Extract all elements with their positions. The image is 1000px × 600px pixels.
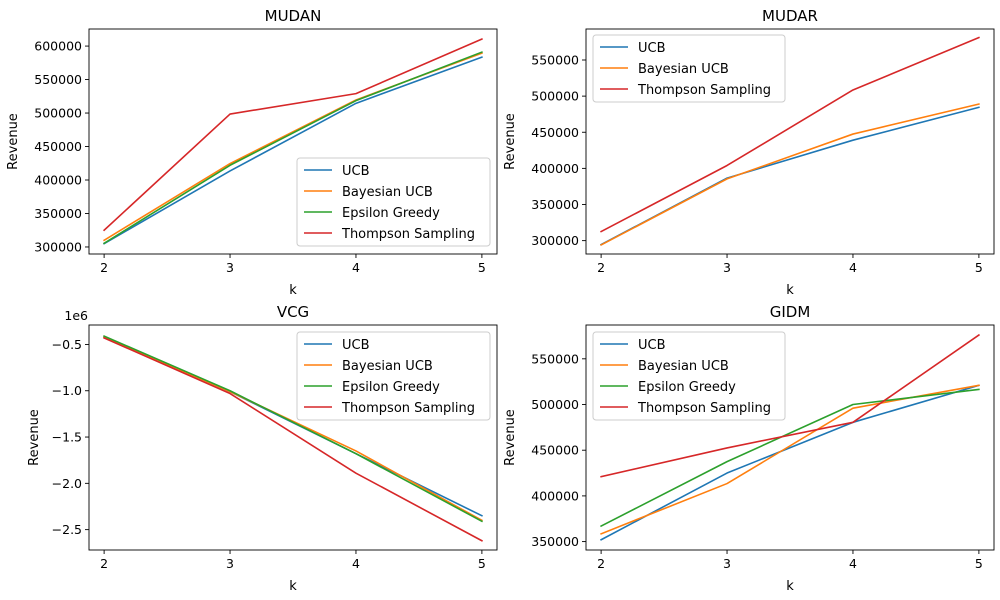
x-tick-label: 2: [100, 556, 108, 571]
y-tick-label: 400000: [531, 488, 579, 503]
x-axis-label: k: [289, 579, 297, 594]
y-tick-label: 450000: [34, 139, 82, 154]
y-tick-label: 350000: [531, 197, 579, 212]
chart-title: VCG: [277, 303, 309, 321]
y-tick-label: 450000: [531, 443, 579, 458]
x-axis-label: k: [786, 283, 794, 298]
legend-box: [296, 331, 491, 421]
y-tick-label: 500000: [531, 397, 579, 412]
legend-box: [592, 34, 786, 103]
x-axis-label: k: [289, 283, 297, 298]
x-tick-label: 5: [975, 556, 983, 571]
legend-entry: Bayesian UCB: [342, 359, 433, 374]
y-axis-label: Revenue: [503, 113, 518, 170]
legend-entry: UCB: [638, 41, 666, 56]
x-tick-label: 3: [226, 556, 234, 571]
x-tick-label: 3: [226, 260, 234, 275]
y-tick-label: 300000: [531, 233, 579, 248]
y-axis-label: Revenue: [27, 409, 42, 466]
series-line-thompson-sampling: [102, 37, 483, 232]
x-tick-label: 4: [849, 556, 857, 571]
series-line-ucb: [103, 56, 483, 245]
legend-entry: Thompson Sampling: [637, 401, 771, 416]
x-tick-label: 3: [723, 260, 731, 275]
legend-entry: Thompson Sampling: [341, 401, 475, 416]
x-tick-label: 2: [100, 260, 108, 275]
legend-entry: Epsilon Greedy: [342, 380, 440, 395]
chart-gidm: GIDM 2 3 4 5 350000 400000 450000 500000 550000 k R…: [503, 303, 995, 594]
y-tick-label: −2.5: [52, 522, 82, 537]
chart-title: GIDM: [770, 303, 811, 321]
legend-entry: Thompson Sampling: [341, 227, 475, 242]
y-axis-label: Revenue: [503, 409, 518, 466]
x-tick-label: 5: [478, 556, 486, 571]
chart-title: MUDAN: [265, 7, 322, 25]
x-tick-label: 4: [352, 556, 360, 571]
series-line-bayesian-ucb: [600, 103, 980, 247]
y-tick-label: 400000: [34, 173, 82, 188]
legend-entry: Bayesian UCB: [638, 62, 729, 77]
series-line-bayesian-ucb: [103, 335, 483, 522]
plot-frame: [585, 324, 995, 551]
y-tick-label: −0.5: [52, 337, 82, 352]
y-offset-label: 1e6: [64, 308, 88, 323]
y-tick-label: 500000: [531, 89, 579, 104]
y-tick-label: 350000: [531, 534, 579, 549]
x-tick-label: 5: [478, 260, 486, 275]
legend: UCB Bayesian UCB Epsilon Greedy Thompson Sa…: [296, 331, 491, 421]
x-tick-label: 4: [849, 260, 857, 275]
x-tick-label: 2: [597, 260, 605, 275]
plot-frame: [585, 28, 995, 255]
legend-box: [592, 331, 786, 421]
legend-entry: Epsilon Greedy: [638, 380, 736, 395]
series-line-epsilon-greedy: [103, 335, 483, 523]
legend: UCB Bayesian UCB Epsilon Greedy Thompson Sa…: [592, 331, 786, 421]
legend-entry: Bayesian UCB: [638, 359, 729, 374]
plot-frame: [88, 324, 498, 551]
series-line-epsilon-greedy: [103, 51, 483, 245]
y-tick-label: 550000: [531, 52, 579, 67]
legend-entry: Thompson Sampling: [637, 83, 771, 98]
legend-entry: UCB: [638, 338, 666, 353]
y-axis-label: Revenue: [6, 113, 21, 170]
plot-frame: [88, 28, 498, 255]
legend-entry: Epsilon Greedy: [342, 206, 440, 221]
y-tick-label: 350000: [34, 206, 82, 221]
chart-mudan: MUDAN 2 3 4 5 300000 350000 400000 450000 500000 5…: [6, 7, 498, 298]
y-tick-label: 400000: [531, 161, 579, 176]
y-tick-label: 550000: [34, 72, 82, 87]
legend-entry: UCB: [342, 338, 370, 353]
chart-title: MUDAR: [762, 7, 818, 25]
x-axis-label: k: [786, 579, 794, 594]
y-tick-label: −1.0: [52, 383, 82, 398]
y-tick-label: 500000: [34, 106, 82, 121]
legend-entry: Bayesian UCB: [342, 185, 433, 200]
series-line-thompson-sampling: [103, 336, 483, 542]
series-line-ucb: [600, 384, 980, 541]
y-tick-label: 300000: [34, 239, 82, 254]
y-tick-label: −2.0: [52, 476, 82, 491]
y-tick-label: −1.5: [52, 430, 82, 445]
y-tick-label: 450000: [531, 125, 579, 140]
legend: UCB Bayesian UCB Thompson Sampling: [592, 34, 786, 103]
chart-mudar: MUDAR 2 3 4 5 300000 350000 400000 450000 500000 5…: [503, 7, 995, 298]
legend: UCB Bayesian UCB Epsilon Greedy Thompson Sa…: [296, 157, 491, 247]
x-tick-label: 3: [723, 556, 731, 571]
x-tick-label: 2: [597, 556, 605, 571]
series-line-epsilon-greedy: [600, 388, 980, 528]
y-tick-label: 600000: [34, 39, 82, 54]
legend-entry: UCB: [342, 164, 370, 179]
x-tick-label: 5: [975, 260, 983, 275]
legend-box: [296, 157, 491, 247]
x-tick-label: 4: [352, 260, 360, 275]
series-line-thompson-sampling: [600, 36, 980, 233]
y-tick-label: 550000: [531, 351, 579, 366]
chart-vcg: VCG 2 3 4 5 −2.5 −2.0 −1.5 −1.0 −0.5 1e6 k Revenue UC…: [27, 303, 498, 594]
series-line-thompson-sampling: [600, 333, 981, 478]
